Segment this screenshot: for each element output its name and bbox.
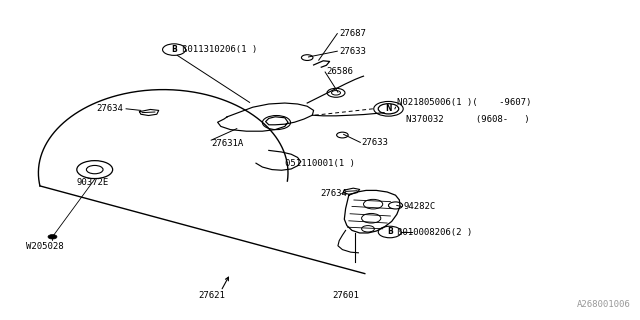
Text: ß010008206(2 ): ß010008206(2 ) xyxy=(397,228,472,236)
Text: 27633: 27633 xyxy=(362,138,388,147)
Text: 27621: 27621 xyxy=(198,292,225,300)
Text: 27634: 27634 xyxy=(96,104,123,113)
Text: B: B xyxy=(172,45,177,54)
Text: N021805006(1 )(    -9607): N021805006(1 )( -9607) xyxy=(397,98,531,107)
Text: 94282C: 94282C xyxy=(403,202,435,211)
Circle shape xyxy=(48,235,57,239)
Text: 27631A: 27631A xyxy=(211,140,243,148)
Text: ß011310206(1 ): ß011310206(1 ) xyxy=(182,45,258,54)
Text: 27634: 27634 xyxy=(320,189,347,198)
Text: N: N xyxy=(385,104,392,113)
Text: 27633: 27633 xyxy=(339,47,366,56)
Text: N370032      (9608-   ): N370032 (9608- ) xyxy=(406,115,530,124)
Text: 051110001(1 ): 051110001(1 ) xyxy=(285,159,355,168)
Text: 27687: 27687 xyxy=(339,29,366,38)
Text: A268001006: A268001006 xyxy=(577,300,630,309)
Text: 27601: 27601 xyxy=(333,292,360,300)
Text: 26586: 26586 xyxy=(326,68,353,76)
Text: W205028: W205028 xyxy=(26,242,63,251)
Text: 90372E: 90372E xyxy=(77,178,109,187)
Text: B: B xyxy=(387,228,392,236)
